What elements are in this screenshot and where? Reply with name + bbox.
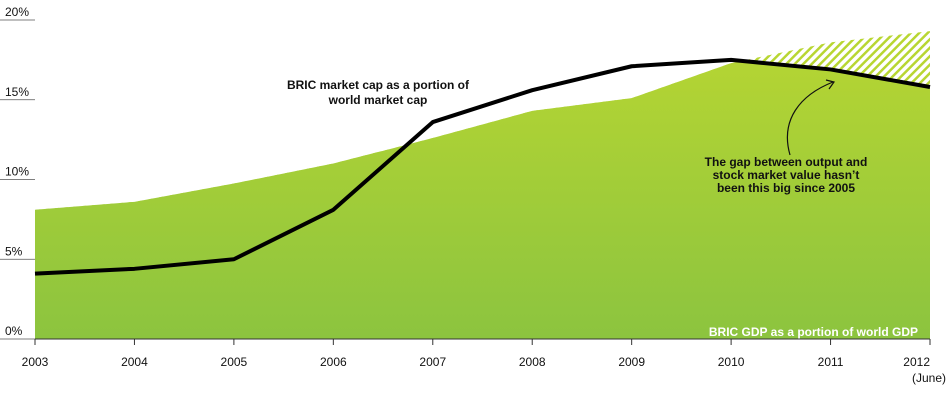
x-tick-label: 2010 <box>718 355 745 369</box>
y-tick-label: 10% <box>5 165 29 179</box>
y-tick-label: 15% <box>5 85 29 99</box>
x-tick-label: 2009 <box>618 355 645 369</box>
annotation: been this big since 2005 <box>717 181 855 195</box>
x-tick-label: 2012 <box>903 355 930 369</box>
gdp-area <box>35 31 930 339</box>
x-tick-label: 2006 <box>320 355 347 369</box>
x-tick-label: 2011 <box>818 355 844 369</box>
x-tick-label: 2004 <box>121 355 148 369</box>
x-tick-label: 2005 <box>221 355 248 369</box>
market-cap-line <box>34 57 931 276</box>
arrow-head <box>825 79 836 90</box>
x-tick-label: 2003 <box>22 355 49 369</box>
annotation: stock market value hasn’t <box>713 168 860 182</box>
y-tick-label: 0% <box>5 324 23 338</box>
y-tick-label: 5% <box>5 244 23 258</box>
x-tick-label: 2007 <box>419 355 446 369</box>
annotation: world market cap <box>328 93 428 107</box>
annotation: BRIC GDP as a portion of world GDP <box>709 325 918 339</box>
arrow <box>786 81 834 156</box>
x-note: (June) <box>912 371 946 385</box>
y-tick-label: 20% <box>5 5 29 19</box>
x-tick-label: 2008 <box>519 355 546 369</box>
annotation: BRIC market cap as a portion of <box>287 78 470 92</box>
annotation: The gap between output and <box>705 155 868 169</box>
